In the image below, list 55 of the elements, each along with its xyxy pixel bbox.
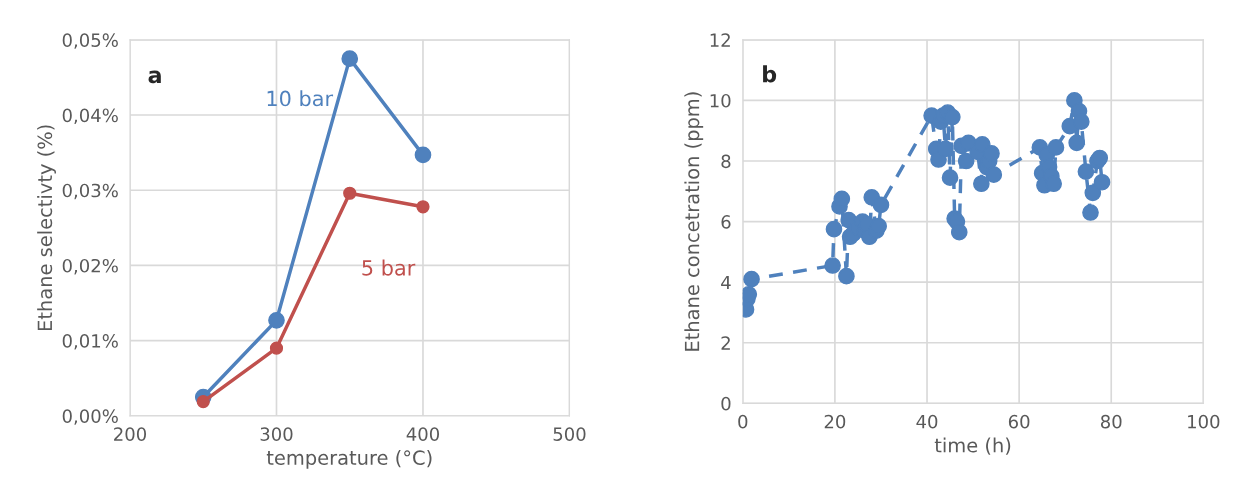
x-tick-label: 60 <box>1008 414 1030 429</box>
x-tick-label: 200 <box>114 427 147 441</box>
y-tick-label: 0 <box>721 396 731 411</box>
point <box>341 50 359 67</box>
annotation: a <box>148 70 161 84</box>
point <box>196 394 210 409</box>
point <box>414 146 432 164</box>
point <box>973 175 990 193</box>
point <box>416 200 430 214</box>
x-tick-label: 20 <box>824 414 846 429</box>
x-axis-title: time (h) <box>934 437 1011 455</box>
y-tick-label: 0,03% <box>62 183 118 200</box>
point <box>343 186 357 200</box>
point <box>950 223 968 241</box>
y-tick-label: 12 <box>710 33 730 47</box>
y-axis-title: Ethane selectivty (%) <box>37 125 56 331</box>
point <box>1077 163 1095 180</box>
x-axis-title: temperature (°C) <box>266 449 432 469</box>
point <box>957 152 975 170</box>
series-label: 5 bar <box>362 259 416 276</box>
y-tick-label: 0,04% <box>62 108 118 124</box>
point <box>1084 184 1102 202</box>
y-tick-label: 0,01% <box>62 334 118 350</box>
point <box>1093 173 1111 191</box>
x-tick-label: 500 <box>553 427 586 441</box>
x-tick-label: 100 <box>1188 414 1220 429</box>
point <box>743 270 760 288</box>
point <box>941 169 959 187</box>
y-axis-title: Ethane concetration (ppm) <box>684 92 704 351</box>
point <box>1047 139 1065 156</box>
y-tick-label: 0,02% <box>62 258 118 275</box>
x-tick-label: 80 <box>1100 414 1122 429</box>
x-tick-label: 400 <box>406 427 440 441</box>
y-tick-label: 8 <box>721 154 731 169</box>
x-tick-label: 300 <box>260 427 293 441</box>
y-tick-label: 6 <box>721 215 731 229</box>
point <box>1072 113 1090 130</box>
x-tick-label: 40 <box>916 414 938 429</box>
point <box>268 311 285 329</box>
y-tick-label: 2 <box>721 336 730 350</box>
y-tick-label: 0,05% <box>62 33 118 49</box>
point <box>1068 134 1086 152</box>
point <box>1082 204 1099 221</box>
y-tick-label: 10 <box>710 93 731 108</box>
series-label: 10 bar <box>267 90 334 107</box>
point <box>269 341 284 355</box>
point <box>985 166 1003 183</box>
annotation: b <box>763 65 777 83</box>
point <box>825 220 843 238</box>
y-tick-label: 0,00% <box>62 409 118 425</box>
point <box>824 257 841 274</box>
y-tick-label: 4 <box>721 275 731 290</box>
point <box>872 196 890 214</box>
x-tick-label: 0 <box>738 414 748 429</box>
point <box>838 267 855 285</box>
